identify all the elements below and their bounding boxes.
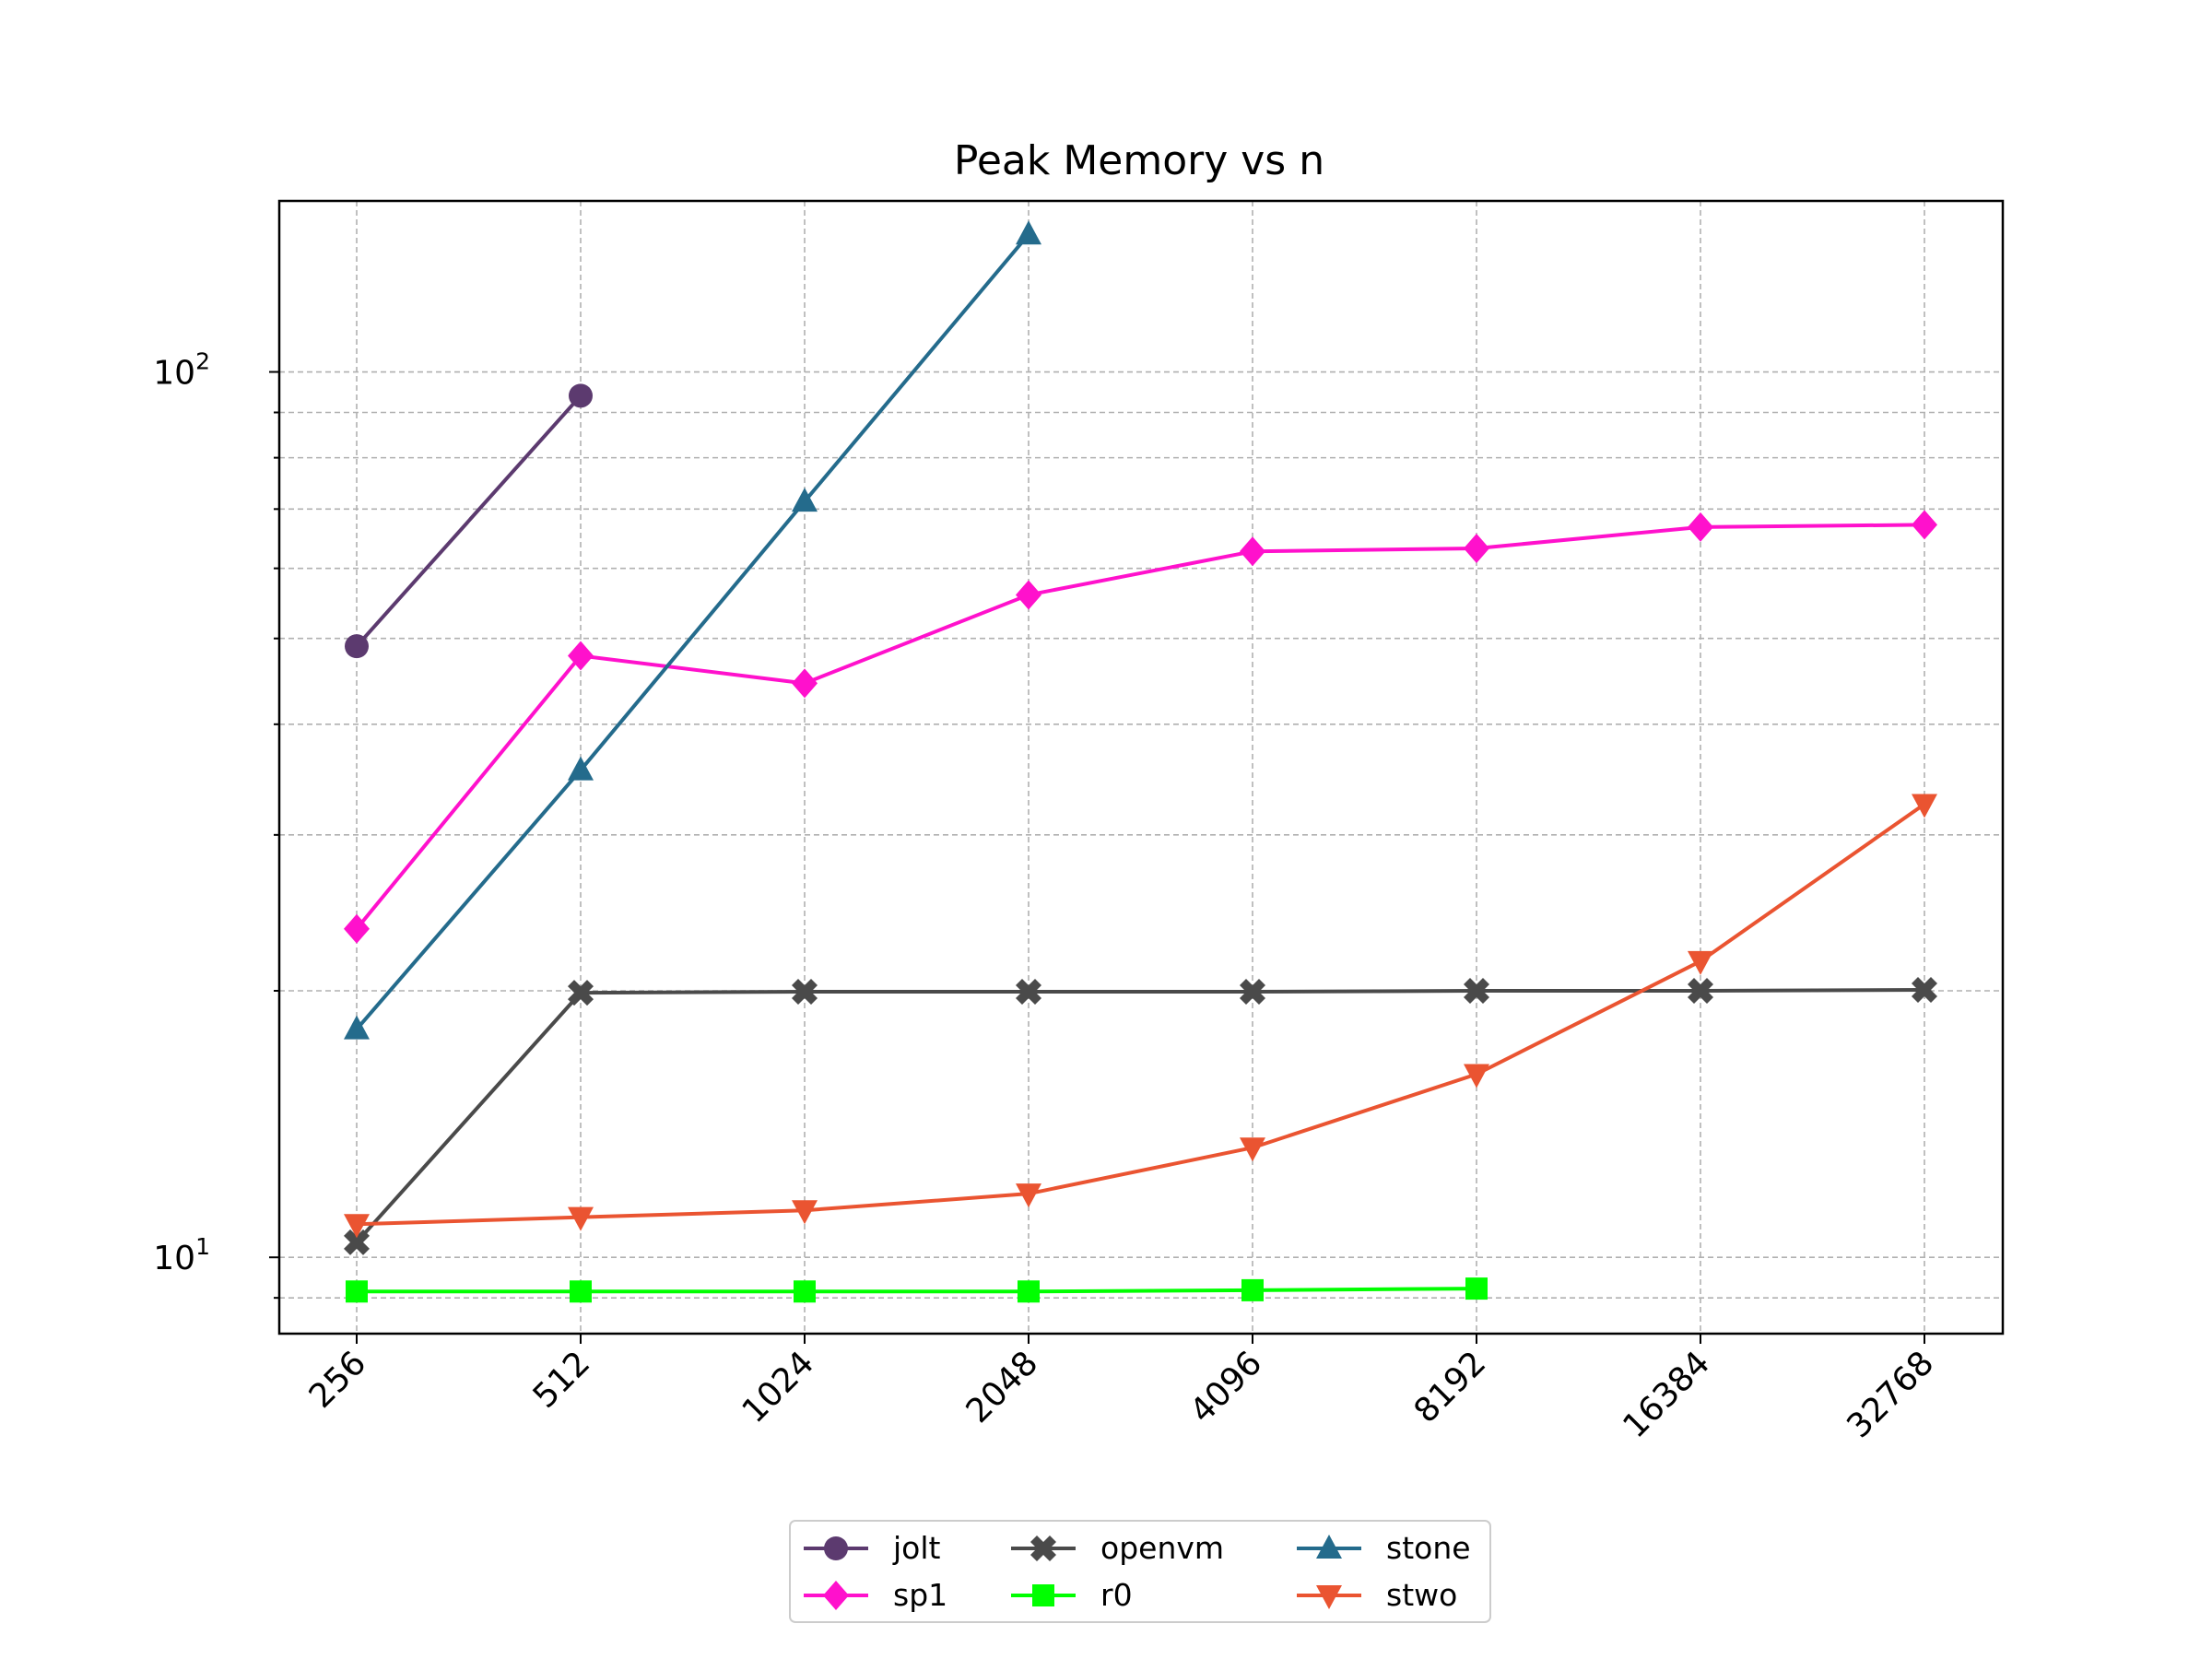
data-point-stwo <box>568 1206 594 1231</box>
x-tick-label: 4096 <box>1183 1344 1270 1430</box>
data-point-sp1 <box>1688 512 1713 542</box>
legend-marker <box>1032 1584 1054 1606</box>
legend-item-jolt: jolt <box>804 1530 941 1566</box>
series-line-sp1 <box>355 523 1925 930</box>
legend-label: jolt <box>892 1530 941 1566</box>
data-point-stone <box>1016 220 1041 245</box>
data-point-r0 <box>346 1280 368 1303</box>
series-line-stwo <box>356 802 1926 1227</box>
plot-series <box>344 220 1937 1303</box>
data-point-sp1 <box>1016 580 1041 610</box>
data-point-jolt <box>345 634 369 659</box>
series-stwo <box>344 794 1937 1239</box>
legend-marker <box>824 1536 848 1560</box>
legend-item-stone: stone <box>1297 1530 1471 1566</box>
x-tick-label: 256 <box>302 1344 374 1416</box>
series-line-r0 <box>357 1287 1477 1294</box>
data-point-openvm <box>568 980 594 1006</box>
series-r0 <box>346 1277 1488 1303</box>
data-point-openvm <box>344 1229 370 1255</box>
series-line-stone <box>355 233 1030 1030</box>
legend-marker <box>1316 1585 1342 1609</box>
legend-item-sp1: sp1 <box>804 1577 947 1613</box>
data-point-stwo <box>1016 1183 1041 1208</box>
x-tick-label: 8192 <box>1407 1344 1494 1430</box>
legend-marker <box>823 1581 849 1610</box>
x-tick-label: 512 <box>526 1344 598 1416</box>
data-point-r0 <box>570 1280 592 1303</box>
chart-title: Peak Memory vs n <box>954 137 1324 184</box>
data-point-r0 <box>794 1280 816 1303</box>
data-point-openvm <box>1912 976 1937 1003</box>
data-point-stone <box>344 1015 370 1040</box>
series-line-openvm <box>355 987 1925 1244</box>
x-axis: 256 512 1024 2048 4096 8192 16384 32768 <box>302 1334 1941 1445</box>
data-point-r0 <box>1241 1278 1264 1301</box>
data-point-stwo <box>1464 1064 1489 1088</box>
series-line-jolt <box>355 394 582 648</box>
data-point-sp1 <box>792 668 818 699</box>
data-point-stwo <box>344 1214 370 1239</box>
data-point-jolt <box>569 383 593 408</box>
legend-marker <box>1316 1535 1342 1559</box>
data-point-openvm <box>1464 978 1489 1005</box>
legend-label: r0 <box>1100 1577 1133 1613</box>
data-point-stwo <box>792 1200 818 1225</box>
data-point-openvm <box>1016 979 1041 1006</box>
data-point-stwo <box>1688 950 1713 975</box>
y-tick-label: 101 <box>153 1233 210 1277</box>
data-point-sp1 <box>344 913 370 944</box>
series-openvm <box>344 976 1937 1255</box>
data-point-sp1 <box>1240 536 1265 567</box>
plot-frame <box>277 199 2005 1335</box>
legend-item-stwo: stwo <box>1297 1577 1457 1613</box>
legend-label: openvm <box>1100 1530 1224 1566</box>
x-tick-label: 16384 <box>1616 1344 1717 1445</box>
data-point-openvm <box>792 979 818 1006</box>
series-stone <box>344 220 1041 1040</box>
data-point-sp1 <box>1464 533 1489 563</box>
data-point-openvm <box>1688 978 1713 1005</box>
legend-item-r0: r0 <box>1011 1577 1133 1613</box>
series-jolt <box>345 383 593 659</box>
y-tick-label: 102 <box>153 348 210 393</box>
data-point-r0 <box>1465 1277 1488 1300</box>
data-point-openvm <box>1240 979 1265 1006</box>
x-tick-label: 2048 <box>959 1344 1046 1430</box>
x-tick-label: 1024 <box>735 1344 822 1430</box>
x-tick-label: 32768 <box>1840 1344 1941 1445</box>
y-axis: 101 102 <box>153 348 279 1300</box>
legend-label: stwo <box>1386 1577 1457 1613</box>
data-point-r0 <box>1018 1280 1040 1303</box>
data-point-stwo <box>1240 1137 1265 1162</box>
data-point-stone <box>792 488 818 512</box>
grid <box>279 201 2003 1334</box>
legend-label: stone <box>1386 1530 1471 1566</box>
data-point-sp1 <box>1912 510 1937 540</box>
legend: jolt sp1 openvm r0 stone stwo <box>789 1520 1491 1623</box>
data-point-sp1 <box>568 641 594 671</box>
data-point-stone <box>568 756 594 781</box>
legend-marker <box>1030 1535 1056 1561</box>
legend-label: sp1 <box>893 1577 947 1613</box>
series-sp1 <box>344 510 1937 944</box>
legend-item-openvm: openvm <box>1011 1530 1224 1566</box>
data-point-stwo <box>1912 794 1937 818</box>
